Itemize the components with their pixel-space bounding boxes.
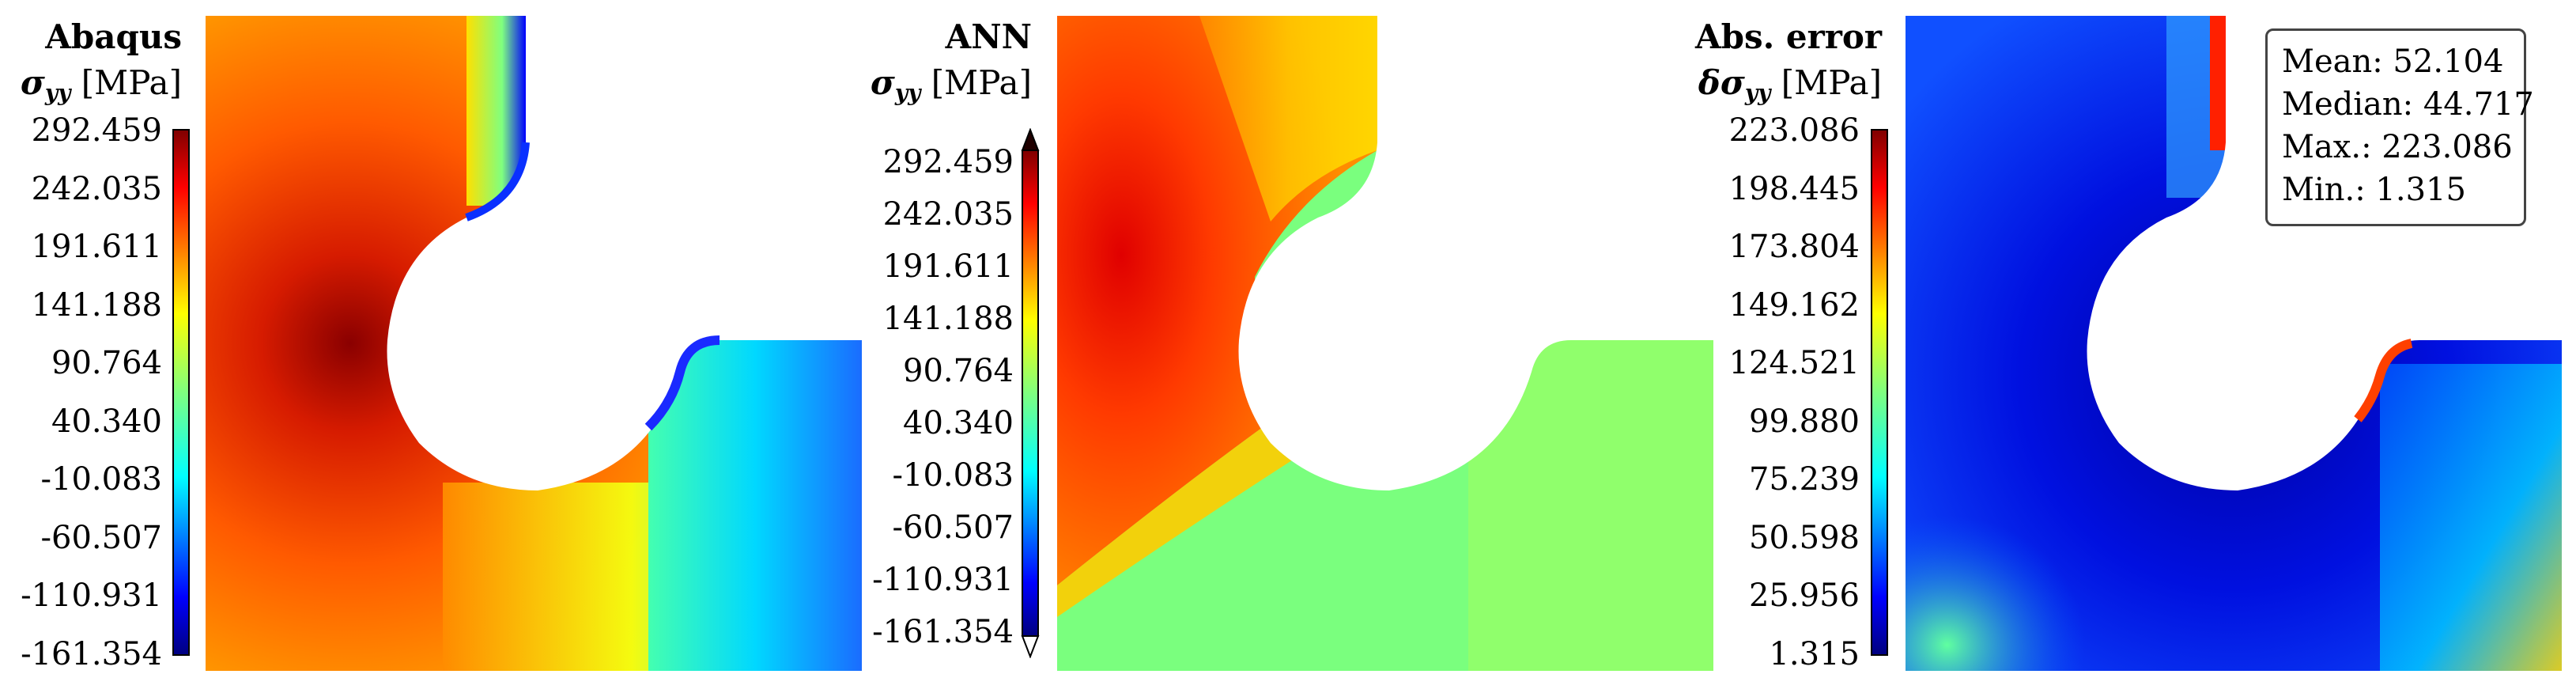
- colorbar-tick-label: 50.598: [1749, 519, 1860, 556]
- colorbar-tick-label: -110.931: [21, 578, 162, 615]
- colorbar-tick-label: 191.611: [882, 248, 1014, 285]
- colorbar-tick-label: 25.956: [1749, 578, 1860, 615]
- colorbar: [1871, 129, 1888, 656]
- stat-mean: Mean: 52.104: [2282, 44, 2504, 80]
- colorbar: [1021, 128, 1040, 658]
- colorbar-tick-label: -10.083: [892, 457, 1014, 494]
- colorbar-tick-label: -60.507: [892, 509, 1014, 546]
- stat-max: Max.: 223.086: [2282, 129, 2513, 165]
- stress-field-ann: [1057, 16, 1713, 671]
- colorbar-tick-label: 141.188: [31, 286, 162, 324]
- colorbar-tick-label: 90.764: [51, 345, 162, 382]
- colorbar-tick-label: 242.035: [882, 196, 1014, 233]
- quantity-label: δσyy [MPa]: [1698, 63, 1882, 106]
- colorbar-tick-label: 40.340: [51, 403, 162, 440]
- stats-box: Mean: 52.104 Median: 44.717 Max.: 223.08…: [2265, 28, 2534, 226]
- colorbar-tick-label: 173.804: [1728, 229, 1860, 266]
- colorbar-tick-label: 124.521: [1728, 345, 1860, 382]
- colorbar-tick-label: 1.315: [1769, 636, 1860, 672]
- colorbar-tick-label: 90.764: [903, 353, 1014, 389]
- colorbar-tick-label: 40.340: [903, 405, 1014, 441]
- quantity-label: σyy [MPa]: [20, 63, 182, 106]
- colorbar-tick-label: 292.459: [882, 144, 1014, 180]
- stress-field-abaqus: [206, 16, 862, 671]
- colorbar-tick-label: 99.880: [1749, 403, 1860, 440]
- panel-title: Abaqus: [45, 17, 182, 56]
- colorbar-tick-label: -60.507: [40, 519, 162, 556]
- stat-median: Median: 44.717: [2282, 86, 2534, 123]
- panel-title: Abs. error: [1695, 17, 1882, 56]
- colorbar-tick-label: 141.188: [882, 301, 1014, 337]
- panel-title: ANN: [945, 17, 1032, 56]
- quantity-label: σyy [MPa]: [870, 63, 1032, 106]
- colorbar-tick-label: 149.162: [1728, 286, 1860, 324]
- colorbar-tick-label: 75.239: [1749, 461, 1860, 498]
- stat-min: Min.: 1.315: [2282, 172, 2466, 208]
- colorbar-tick-label: 198.445: [1728, 170, 1860, 207]
- colorbar-tick-label: -10.083: [40, 461, 162, 498]
- colorbar: [172, 129, 190, 656]
- colorbar-tick-label: -161.354: [21, 636, 162, 672]
- colorbar-tick-label: 223.086: [1728, 112, 1860, 149]
- colorbar-tick-label: -161.354: [872, 614, 1014, 650]
- colorbar-tick-label: -110.931: [872, 562, 1014, 598]
- colorbar-tick-label: 242.035: [31, 170, 162, 207]
- colorbar-tick-label: 292.459: [31, 112, 162, 149]
- colorbar-tick-label: 191.611: [31, 229, 162, 266]
